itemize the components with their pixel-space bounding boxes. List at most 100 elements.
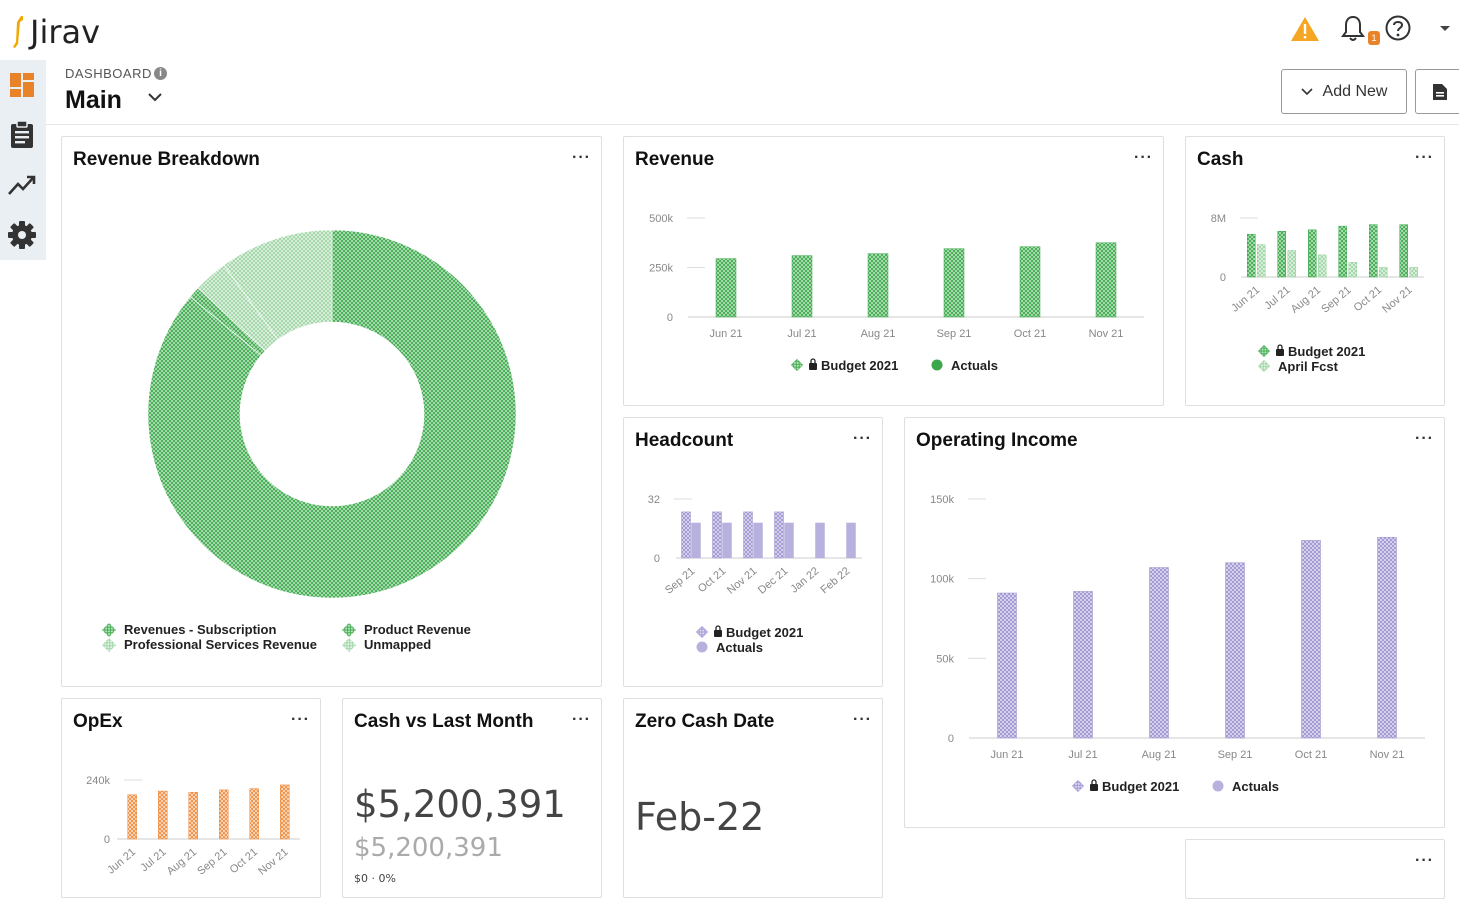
x-tick-label: Dec 21 <box>756 565 790 597</box>
x-tick-label: Aug 21 <box>1142 749 1177 761</box>
legend-label: Revenues - Subscription <box>124 622 276 637</box>
bar <box>715 258 737 318</box>
bell-icon[interactable] <box>1340 14 1366 42</box>
x-tick-label: Oct 21 <box>696 565 729 595</box>
chevron-down-icon[interactable] <box>147 91 163 103</box>
trend-icon[interactable] <box>7 170 37 200</box>
bar <box>943 248 965 318</box>
add-new-label: Add New <box>1322 82 1388 100</box>
y-tick-label: 8M <box>1211 213 1226 225</box>
legend-marker <box>931 359 943 371</box>
clipboard-icon[interactable] <box>7 120 37 150</box>
bar <box>1379 267 1388 278</box>
y-tick-label: 0 <box>1220 272 1226 284</box>
account-dropdown-icon[interactable] <box>1439 25 1451 33</box>
gear-icon[interactable] <box>7 220 37 250</box>
sidebar <box>0 60 46 260</box>
legend-marker <box>101 637 117 653</box>
lock-icon <box>1091 779 1097 784</box>
x-tick-label: Sep 21 <box>1319 284 1353 316</box>
card-menu-button[interactable]: ··· <box>1415 852 1434 869</box>
x-tick-label: Jun 21 <box>709 328 742 340</box>
bar <box>1073 591 1093 739</box>
operating-income-chart: 150k 100k 50k 0 Jun 21 Jul 21 Aug 21 Sep 21 Oct … <box>930 494 1425 794</box>
legend-marker <box>1071 779 1085 793</box>
bar <box>1308 229 1317 278</box>
bar <box>219 789 229 840</box>
help-icon[interactable] <box>1384 14 1412 42</box>
bar <box>712 511 722 559</box>
jirav-logo[interactable]: Jirav <box>10 12 100 52</box>
x-tick-label: Aug 21 <box>861 328 896 340</box>
report-button[interactable] <box>1415 69 1459 114</box>
card-menu-button[interactable]: ··· <box>1415 149 1434 166</box>
card-menu-button[interactable]: ··· <box>572 711 591 728</box>
x-tick-label: Jul 21 <box>1262 284 1292 312</box>
y-tick-label: 0 <box>667 312 673 324</box>
bar <box>867 253 889 318</box>
legend-label: Professional Services Revenue <box>124 637 317 652</box>
cash-vs-last-month-card: Cash vs Last Month ··· $5,200,391 $5,200… <box>342 698 602 898</box>
bar <box>1409 267 1418 278</box>
lock-icon <box>714 630 722 637</box>
bar <box>1369 224 1378 278</box>
legend-marker <box>341 622 357 638</box>
legend-marker <box>1257 344 1271 358</box>
bar <box>158 790 168 840</box>
bar <box>753 522 763 559</box>
x-tick-label: Nov 21 <box>256 846 290 878</box>
legend-label: Budget 2021 <box>1288 344 1365 359</box>
add-new-button[interactable]: Add New <box>1281 69 1407 114</box>
lock-icon <box>1276 349 1284 356</box>
cash-current-value: $5,200,391 <box>354 783 566 826</box>
dashboard-icon[interactable] <box>7 70 37 100</box>
warning-icon[interactable] <box>1290 16 1320 42</box>
bar <box>784 522 794 559</box>
x-tick-label: Oct 21 <box>1352 284 1385 314</box>
card-menu-button[interactable]: ··· <box>853 430 872 447</box>
card-title: OpEx <box>73 711 123 732</box>
cash-card: Cash ··· 8M 0 Jun 21 Jul 21 Aug 21 Sep 21 Oct … <box>1185 136 1445 406</box>
info-icon[interactable]: i <box>154 67 167 80</box>
x-tick-label: Nov 21 <box>725 565 759 597</box>
x-tick-label: Jun 21 <box>1229 284 1262 314</box>
x-tick-label: Oct 21 <box>228 846 261 876</box>
y-tick-label: 250k <box>649 263 673 275</box>
logo-text: Jirav <box>30 13 101 51</box>
bar <box>1257 244 1266 278</box>
legend-marker <box>790 358 804 372</box>
opex-card: OpEx ··· 240k 0 Jun 21 Jul 21 Aug 21 Sep 21 Oc… <box>61 698 321 898</box>
x-tick-label: Jul 21 <box>1068 749 1097 761</box>
card-menu-button[interactable]: ··· <box>291 711 310 728</box>
y-tick-label: 0 <box>104 834 110 846</box>
y-tick-label: 0 <box>654 553 660 565</box>
y-tick-label: 240k <box>86 775 110 787</box>
card-menu-button[interactable]: ··· <box>1415 430 1434 447</box>
bar <box>1019 246 1041 318</box>
x-tick-label: Sep 21 <box>1218 749 1253 761</box>
bar <box>188 792 198 840</box>
bar <box>815 522 825 559</box>
headcount-card: Headcount ··· 32 0 Sep 21 Oct 21 Nov 21 Dec 2… <box>623 417 883 687</box>
zero-cash-date-value: Feb-22 <box>635 795 765 839</box>
notification-badge: 1 <box>1368 31 1380 45</box>
x-tick-label: Aug 21 <box>165 846 199 878</box>
top-bar: Jirav 1 <box>0 0 1459 60</box>
x-tick-label: Jul 21 <box>787 328 816 340</box>
pie-slice <box>223 229 333 340</box>
lock-icon <box>1277 344 1283 349</box>
operating-income-card: Operating Income ··· 150k 100k 50k 0 Jun 21 J… <box>904 417 1445 828</box>
x-tick-label: Sep 21 <box>937 328 972 340</box>
card-menu-button[interactable]: ··· <box>1134 149 1153 166</box>
additional-card: ··· <box>1185 839 1445 899</box>
revenue-card: Revenue ··· 500k 250k 0 Jun 21 Jul 21 Aug 21 S… <box>623 136 1164 406</box>
card-menu-button[interactable]: ··· <box>572 149 591 166</box>
bar <box>1247 233 1256 278</box>
card-title: Revenue Breakdown <box>73 149 260 170</box>
x-tick-label: Aug 21 <box>1289 284 1323 316</box>
card-title: Zero Cash Date <box>635 711 775 732</box>
card-menu-button[interactable]: ··· <box>853 711 872 728</box>
page-title[interactable]: Main <box>65 86 122 114</box>
x-tick-label: Jan 22 <box>788 565 821 595</box>
